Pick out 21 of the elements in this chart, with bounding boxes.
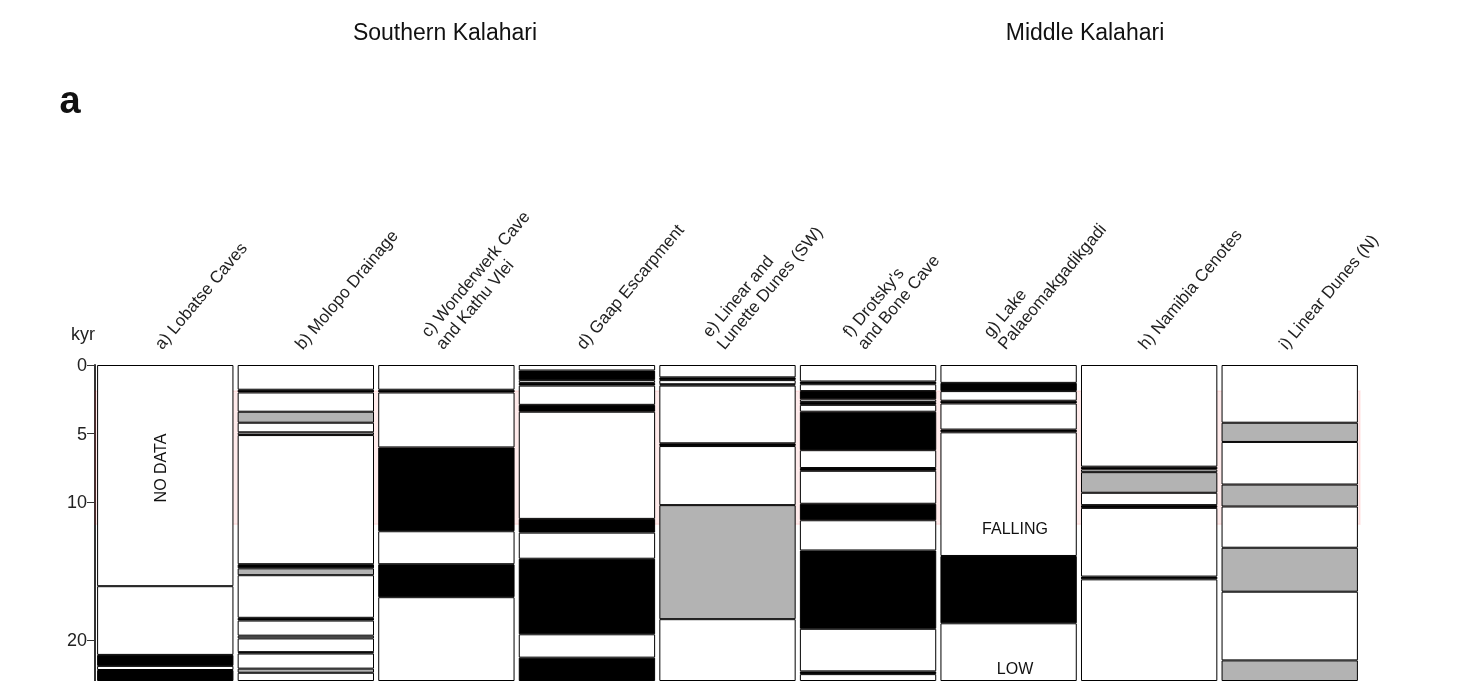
bar [1081,579,1218,681]
bar [1081,507,1218,577]
text: Southern Kalahari [352,19,538,45]
bar [237,435,374,565]
bar [1081,365,1218,467]
y-tick-label: 10 [66,492,87,513]
y-tick-label: 0 [76,355,87,375]
y-tick-label: 20 [66,629,87,650]
annotation: NO DATA [151,433,169,503]
bar [799,365,937,382]
bar [378,365,515,390]
y-tick-label: 5 [76,423,87,444]
bar [659,365,796,378]
bar [237,365,374,390]
y-axis-title: kyr [71,324,95,344]
annotation: LOW [996,659,1035,677]
text: Middle Kalahari [1005,19,1165,45]
bar [237,672,374,681]
bar [940,403,1077,430]
annotation: FALLING [982,519,1048,537]
text: a [59,79,82,121]
